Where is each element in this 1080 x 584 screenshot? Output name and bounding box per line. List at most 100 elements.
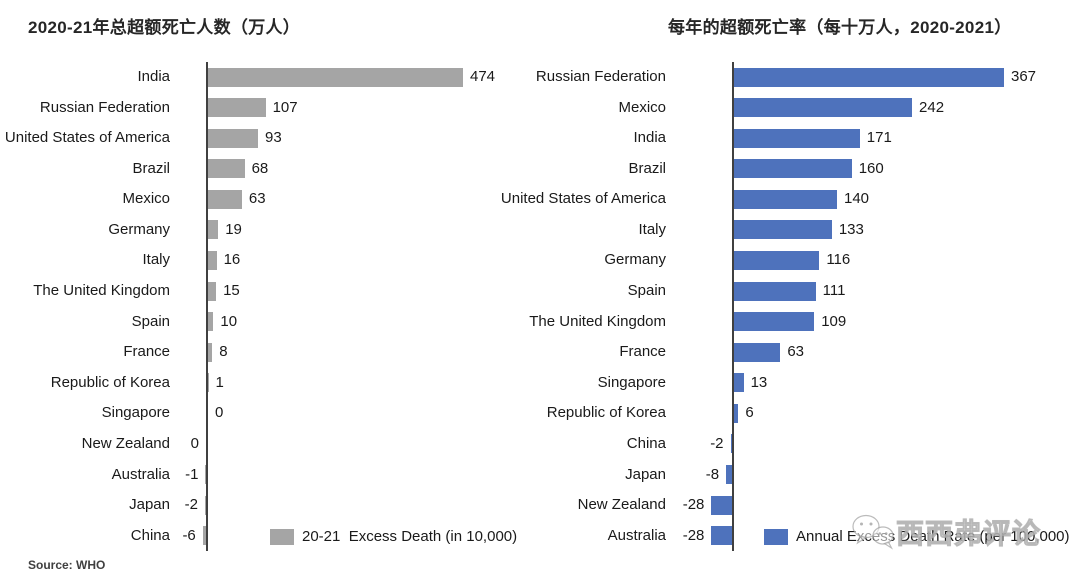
right-chart-value-label: -8 bbox=[705, 465, 720, 483]
left-chart-category-label: The United Kingdom bbox=[33, 282, 170, 300]
right-chart-value-label: 171 bbox=[866, 129, 892, 147]
left-chart-category-label: Spain bbox=[131, 312, 170, 330]
right-chart-category-label: Mexico bbox=[618, 98, 666, 116]
left-chart-axis bbox=[206, 62, 208, 551]
right-chart-category-label: India bbox=[633, 129, 666, 147]
right-chart-category-label: The United Kingdom bbox=[529, 312, 666, 330]
left-chart-value-label: -2 bbox=[184, 496, 198, 514]
left-chart-value-label: -1 bbox=[185, 465, 199, 483]
right-chart-bar bbox=[734, 159, 852, 179]
right-chart-value-label: 140 bbox=[843, 190, 870, 208]
left-chart-value-label: 474 bbox=[470, 68, 496, 85]
left-chart-value-label: 19 bbox=[225, 220, 242, 238]
right-chart-title: 每年的超额死亡率（每十万人，2020-2021） bbox=[668, 18, 1012, 37]
left-chart-title: 2020-21年总超额死亡人数（万人） bbox=[28, 18, 301, 37]
source-note: Source: WHO bbox=[28, 558, 106, 572]
left-chart-category-label: Mexico bbox=[122, 190, 170, 208]
left-chart-category-label: Germany bbox=[108, 220, 170, 238]
left-chart-category-label: United States of America bbox=[4, 129, 170, 147]
right-chart-value-label: -28 bbox=[682, 526, 705, 544]
right-chart-value-label: 109 bbox=[821, 312, 847, 330]
right-chart-value-label: -2 bbox=[710, 434, 724, 452]
left-chart-category-label: Singapore bbox=[101, 404, 170, 422]
right-chart-category-label: Australia bbox=[607, 526, 666, 544]
left-chart-value-label: 0 bbox=[215, 404, 224, 422]
right-legend-label: Annual Excess Death Rate (per 100,000) bbox=[796, 528, 1070, 545]
right-chart-bar bbox=[730, 434, 732, 454]
right-chart-category-label: Italy bbox=[638, 220, 666, 238]
right-chart-category-label: China bbox=[626, 434, 666, 452]
right-chart-bar bbox=[734, 373, 744, 393]
left-chart-bar bbox=[204, 495, 206, 515]
right-chart-value-label: 6 bbox=[745, 404, 754, 422]
right-chart-category-label: Spain bbox=[627, 282, 666, 300]
left-chart-category-label: Brazil bbox=[132, 159, 170, 177]
right-chart-value-label: 111 bbox=[822, 282, 846, 300]
left-chart-bar bbox=[208, 281, 217, 301]
left-chart-bar bbox=[208, 98, 266, 118]
left-legend-label: 20-21 Excess Death (in 10,000) bbox=[302, 528, 518, 545]
gray-legend-swatch-icon bbox=[270, 528, 294, 545]
left-chart-value-label: 16 bbox=[223, 251, 241, 269]
right-chart-value-label: 242 bbox=[919, 98, 945, 116]
left-chart-bar bbox=[208, 312, 214, 332]
right-chart-value-label: 160 bbox=[858, 159, 884, 177]
right-chart-bar bbox=[734, 189, 837, 209]
left-chart-bar bbox=[208, 67, 463, 87]
left-chart-bar bbox=[208, 250, 217, 270]
left-chart-category-label: France bbox=[123, 343, 170, 361]
left-chart-value-label: 107 bbox=[272, 98, 298, 116]
left-chart-bar bbox=[208, 342, 213, 362]
right-chart-bar bbox=[734, 342, 781, 362]
right-chart-bar bbox=[734, 403, 739, 423]
left-chart-category-label: China bbox=[130, 526, 170, 544]
right-chart-value-label: 133 bbox=[838, 220, 864, 238]
left-chart-bar bbox=[208, 128, 259, 148]
right-chart-value-label: 63 bbox=[787, 343, 805, 361]
left-chart-value-label: 8 bbox=[219, 343, 228, 361]
left-chart-value-label: 0 bbox=[190, 434, 199, 452]
right-chart-bar bbox=[734, 281, 816, 301]
left-chart-value-label: 10 bbox=[220, 312, 238, 330]
right-chart-bar bbox=[711, 526, 732, 546]
left-chart-value-label: 1 bbox=[215, 373, 224, 391]
right-chart-category-label: Singapore bbox=[597, 373, 666, 391]
left-chart-bar bbox=[208, 220, 219, 240]
right-chart-bar bbox=[734, 67, 1004, 87]
right-chart-category-label: New Zealand bbox=[577, 496, 666, 514]
left-chart-bar bbox=[202, 526, 206, 546]
right-chart-category-label: Brazil bbox=[628, 159, 666, 177]
left-chart-bar bbox=[205, 465, 206, 485]
left-chart-value-label: 63 bbox=[248, 190, 266, 208]
right-chart-value-label: -28 bbox=[682, 496, 705, 514]
right-chart-category-label: France bbox=[619, 343, 666, 361]
left-chart-value-label: 68 bbox=[251, 159, 269, 177]
left-chart-category-label: Japan bbox=[129, 496, 170, 514]
left-chart-category-label: New Zealand bbox=[81, 434, 170, 452]
right-chart-value-label: 367 bbox=[1011, 68, 1037, 85]
left-chart-category-label: Australia bbox=[111, 465, 170, 483]
left-chart-value-label: -6 bbox=[182, 526, 196, 544]
right-chart-axis bbox=[732, 62, 734, 551]
right-chart-bar bbox=[711, 495, 732, 515]
right-chart-category-label: Germany bbox=[604, 251, 666, 269]
right-chart-bar bbox=[734, 312, 815, 332]
right-chart-value-label: 13 bbox=[750, 373, 768, 391]
right-chart-bar bbox=[734, 128, 860, 148]
left-chart-bar bbox=[208, 159, 245, 179]
right-chart-bar bbox=[734, 220, 832, 240]
right-chart-bar bbox=[734, 250, 820, 270]
left-chart-category-label: Russian Federation bbox=[39, 98, 170, 116]
left-chart-legend: 20-21 Excess Death (in 10,000) bbox=[270, 528, 517, 545]
left-chart-value-label: 15 bbox=[223, 282, 240, 300]
left-chart-category-label: Republic of Korea bbox=[50, 373, 170, 391]
right-chart-bar bbox=[734, 98, 913, 118]
blue-legend-swatch-icon bbox=[764, 528, 788, 545]
left-chart-bar bbox=[208, 189, 242, 209]
right-chart-category-label: Republic of Korea bbox=[546, 404, 666, 422]
right-chart-category-label: Russian Federation bbox=[535, 68, 666, 85]
left-chart-value-label: 93 bbox=[265, 129, 282, 147]
left-chart-bar bbox=[208, 373, 209, 393]
right-chart-legend: Annual Excess Death Rate (per 100,000) bbox=[764, 528, 1070, 545]
